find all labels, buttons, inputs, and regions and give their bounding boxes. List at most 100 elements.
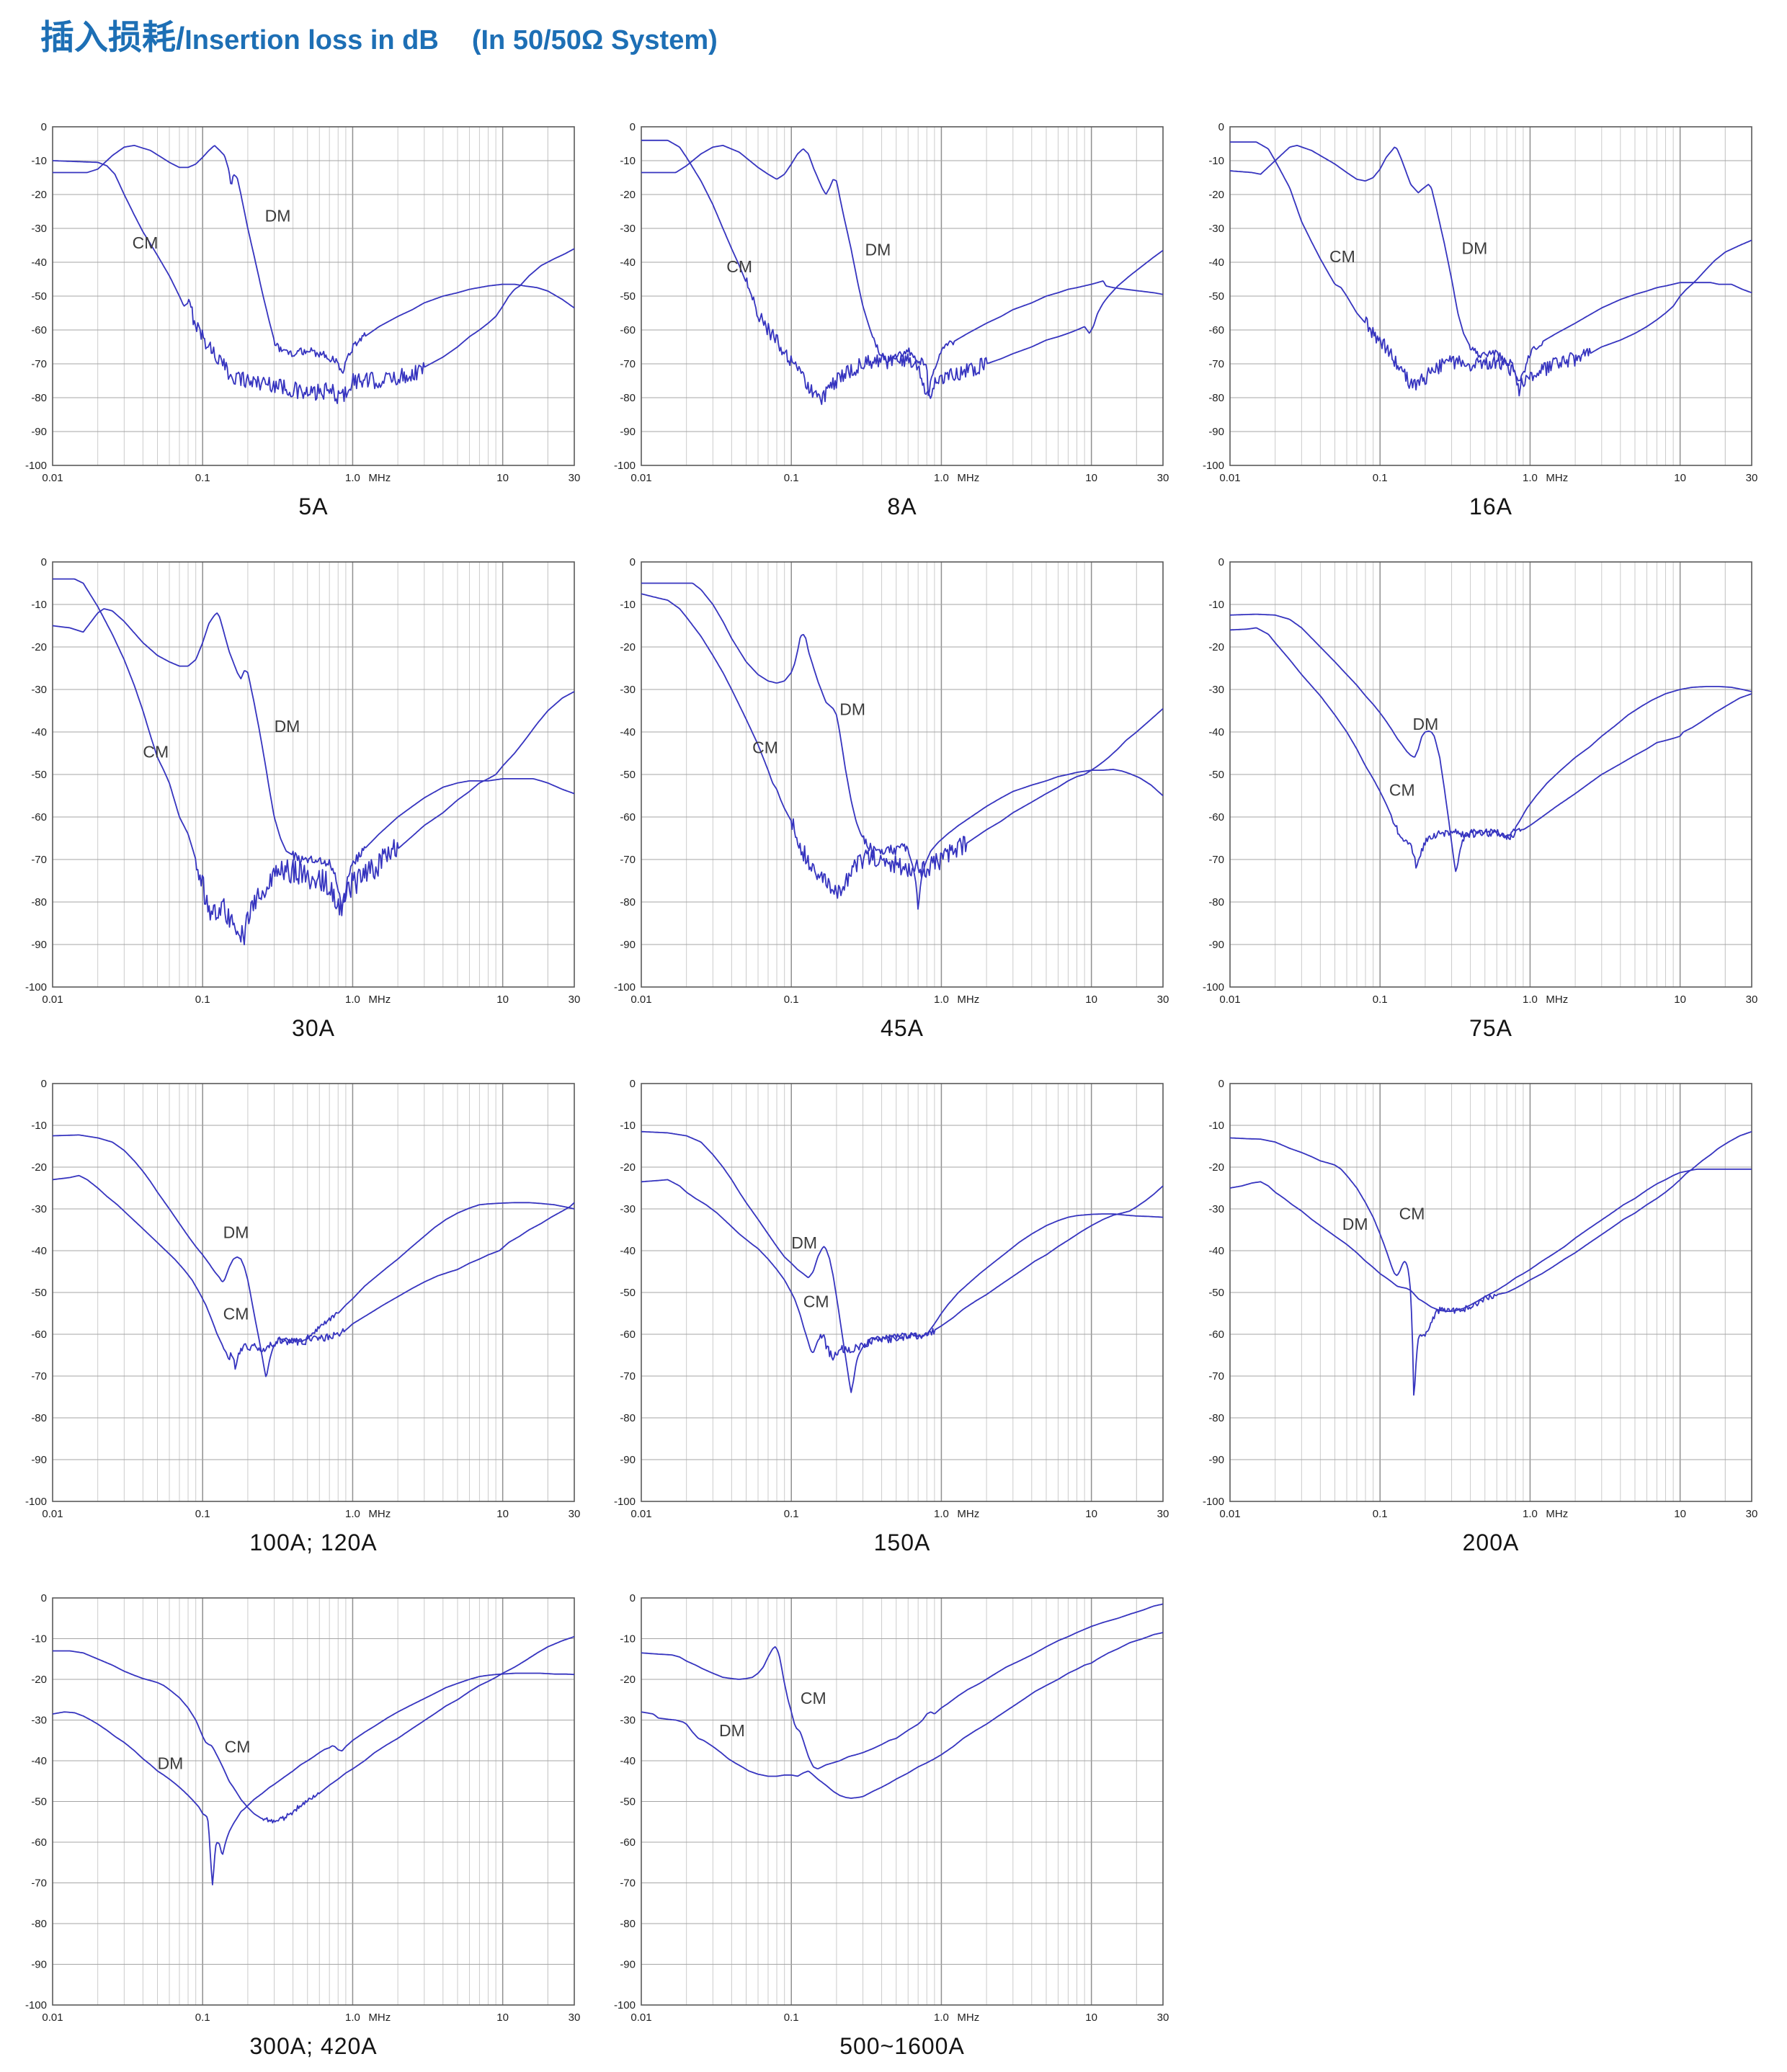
y-tick-label: -70: [620, 358, 636, 370]
y-tick-label: -50: [620, 1796, 636, 1808]
x-tick-label: 1.0: [1523, 993, 1538, 1006]
y-tick-label: -90: [31, 1959, 47, 1971]
chart-title: 200A: [1462, 1530, 1520, 1556]
y-tick-label: -20: [620, 1674, 636, 1686]
curve-label-dm: DM: [839, 700, 865, 719]
y-tick-label: -60: [31, 1329, 47, 1341]
y-tick-label: -20: [620, 189, 636, 201]
curve-cm: [641, 1604, 1164, 1770]
curve-cm: [641, 140, 1164, 406]
chart-title: 8A: [887, 494, 917, 520]
x-tick-label: 10: [1674, 993, 1686, 1006]
y-tick-label: -50: [620, 290, 636, 303]
page-header: 插入损耗/Insertion loss in dB (In 50/50Ω Syst…: [0, 0, 1787, 56]
curve-cm: [52, 1175, 575, 1370]
chart-75a: 0 -10 -20 -30 -40 -50 -60 -70 -80 -90 -100 0.01 0.1 1…: [1177, 553, 1766, 1042]
x-tick-label: 30: [569, 2011, 581, 2024]
page-title-system: (In 50/50Ω System): [471, 25, 718, 55]
y-tick-label: -80: [620, 1918, 636, 1930]
chart-title: 100A; 120A: [249, 1530, 378, 1556]
y-tick-label: -90: [31, 426, 47, 438]
curve-dm: [641, 1131, 1164, 1393]
x-tick-label: 10: [1085, 472, 1097, 484]
y-tick-label: -80: [1208, 896, 1224, 908]
curve-label-dm: DM: [1462, 239, 1488, 258]
y-tick-label: -10: [1208, 155, 1224, 167]
x-tick-label: 0.01: [42, 1508, 63, 1520]
y-tick-label: 0: [1218, 556, 1224, 568]
y-tick-label: -80: [620, 1412, 636, 1424]
y-tick-label: -90: [620, 426, 636, 438]
x-axis-unit: MHz: [1546, 993, 1568, 1006]
y-tick-label: 0: [630, 1078, 636, 1090]
x-tick-label: 0.01: [42, 472, 63, 484]
chart-title: 300A; 420A: [249, 2033, 378, 2060]
x-tick-label: 0.01: [1219, 993, 1240, 1006]
chart-title: 150A: [873, 1530, 931, 1556]
y-tick-label: -90: [31, 939, 47, 951]
y-tick-label: -50: [31, 1287, 47, 1299]
curve-label-dm: DM: [265, 207, 291, 225]
x-axis-unit: MHz: [1546, 472, 1568, 484]
y-tick-label: 0: [1218, 1078, 1224, 1090]
curve-dm: [1229, 614, 1752, 872]
y-tick-label: -100: [1203, 981, 1224, 993]
y-tick-label: -20: [620, 641, 636, 653]
y-tick-label: -90: [620, 939, 636, 951]
curve-label-cm: CM: [1389, 781, 1415, 800]
curve-label-cm: CM: [726, 257, 752, 276]
y-tick-label: -10: [31, 1120, 47, 1132]
x-tick-label: 10: [1085, 2011, 1097, 2024]
curve-dm: [641, 1632, 1164, 1800]
y-tick-label: -50: [31, 290, 47, 303]
y-tick-label: -60: [620, 324, 636, 336]
y-tick-label: -50: [1208, 290, 1224, 303]
curve-dm: [53, 145, 575, 375]
y-tick-label: -70: [620, 854, 636, 866]
y-tick-label: -70: [1208, 358, 1224, 370]
y-tick-label: -20: [620, 1161, 636, 1174]
x-tick-label: 30: [1157, 1508, 1169, 1520]
x-tick-label: 30: [569, 993, 581, 1006]
y-tick-label: -10: [1208, 1120, 1224, 1132]
y-tick-label: -10: [31, 155, 47, 167]
chart-title: 16A: [1469, 494, 1512, 520]
chart-300a-420a: 0 -10 -20 -30 -40 -50 -60 -70 -80 -90 -100 0.01 0.1 1…: [0, 1589, 589, 2060]
x-tick-label: 0.1: [195, 1508, 210, 1520]
x-tick-label: 30: [1746, 1508, 1758, 1520]
curve-label-dm: DM: [158, 1754, 184, 1773]
x-tick-label: 0.01: [1219, 1508, 1240, 1520]
x-tick-label: 30: [569, 1508, 581, 1520]
x-tick-label: 0.1: [1373, 472, 1388, 484]
y-tick-label: -80: [31, 392, 47, 404]
x-tick-label: 1.0: [934, 1508, 949, 1520]
curve-label-cm: CM: [223, 1305, 249, 1323]
y-tick-label: -60: [1208, 811, 1224, 823]
curve-label-cm: CM: [752, 738, 778, 757]
x-tick-label: 0.1: [784, 1508, 799, 1520]
y-tick-label: -90: [1208, 939, 1224, 951]
y-tick-label: -20: [31, 189, 47, 201]
y-tick-label: -70: [31, 854, 47, 866]
x-tick-label: 1.0: [345, 472, 360, 484]
curve-cm: [52, 160, 575, 405]
x-tick-label: 0.01: [630, 2011, 651, 2024]
y-tick-label: -100: [1203, 460, 1224, 472]
x-tick-label: 1.0: [934, 472, 949, 484]
curve-label-dm: DM: [1342, 1215, 1368, 1233]
curve-label-cm: CM: [801, 1689, 826, 1707]
curve-label-dm: DM: [719, 1721, 745, 1740]
y-tick-label: -20: [1208, 1161, 1224, 1174]
y-tick-label: -50: [620, 1287, 636, 1299]
y-tick-label: -40: [1208, 256, 1224, 269]
curve-dm: [641, 582, 1164, 911]
x-tick-label: 0.1: [195, 2011, 210, 2024]
y-tick-label: -60: [31, 811, 47, 823]
chart-200a: 0 -10 -20 -30 -40 -50 -60 -70 -80 -90 -100 0.01 0.1 1…: [1177, 1075, 1766, 1556]
